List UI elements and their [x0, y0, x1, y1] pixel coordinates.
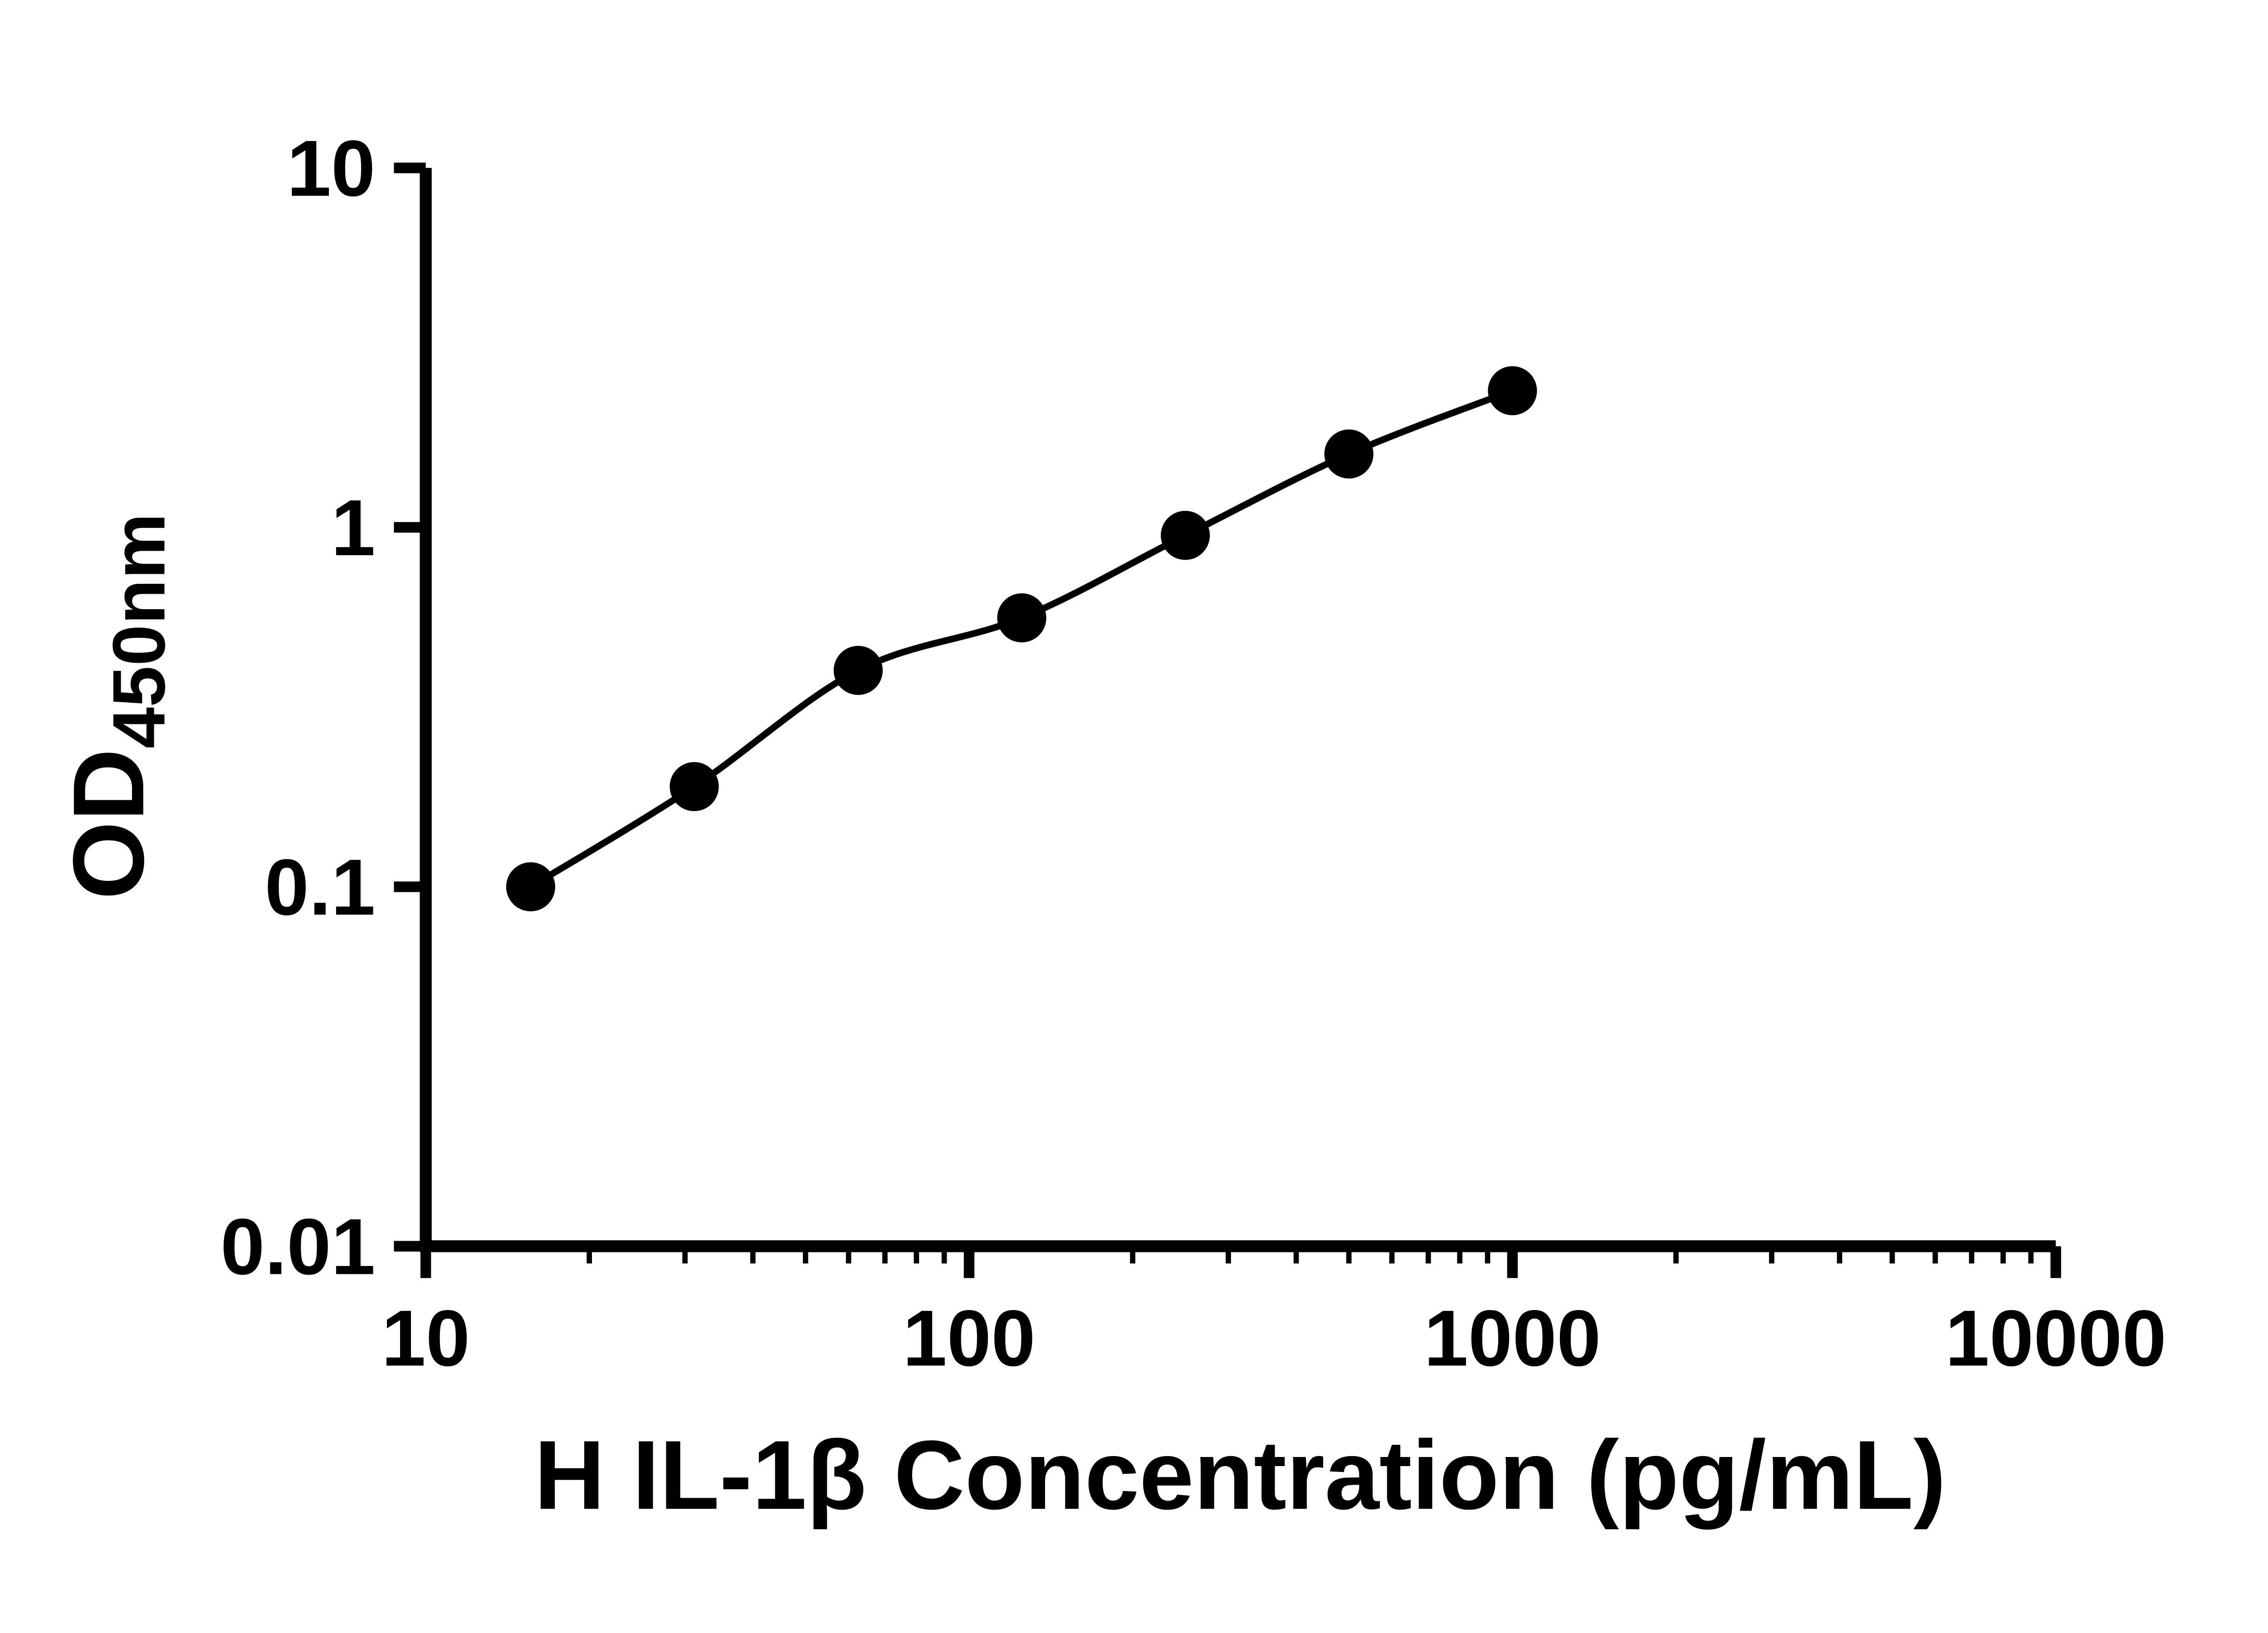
- data-point: [670, 762, 719, 812]
- y-axis-title-subscript: 450nm: [98, 513, 181, 748]
- data-point: [1161, 511, 1210, 560]
- x-axis-tick-label: 1000: [1424, 1294, 1601, 1383]
- y-axis-tick-label: 10: [287, 124, 375, 213]
- y-axis-title-main: OD: [53, 748, 165, 900]
- y-axis-tick-label: 0.1: [265, 843, 376, 932]
- x-axis-tick-label: 10000: [1945, 1294, 2166, 1383]
- x-axis-title: H IL-1β Concentration (pg/mL): [534, 1420, 1946, 1530]
- data-point: [506, 862, 556, 912]
- y-axis-tick-label: 1: [331, 484, 376, 572]
- x-axis-tick-label: 100: [903, 1294, 1036, 1383]
- plot-area: 10 100 1000 10000 0.01 0.1 1 10: [220, 124, 2166, 1383]
- data-point: [833, 645, 883, 695]
- data-point: [1488, 366, 1537, 416]
- data-point: [997, 593, 1046, 643]
- y-axis-tick-label: 0.01: [220, 1203, 375, 1291]
- data-point: [1324, 429, 1374, 479]
- x-axis-tick-label: 10: [381, 1294, 470, 1383]
- y-axis-title: OD450nm: [53, 513, 181, 900]
